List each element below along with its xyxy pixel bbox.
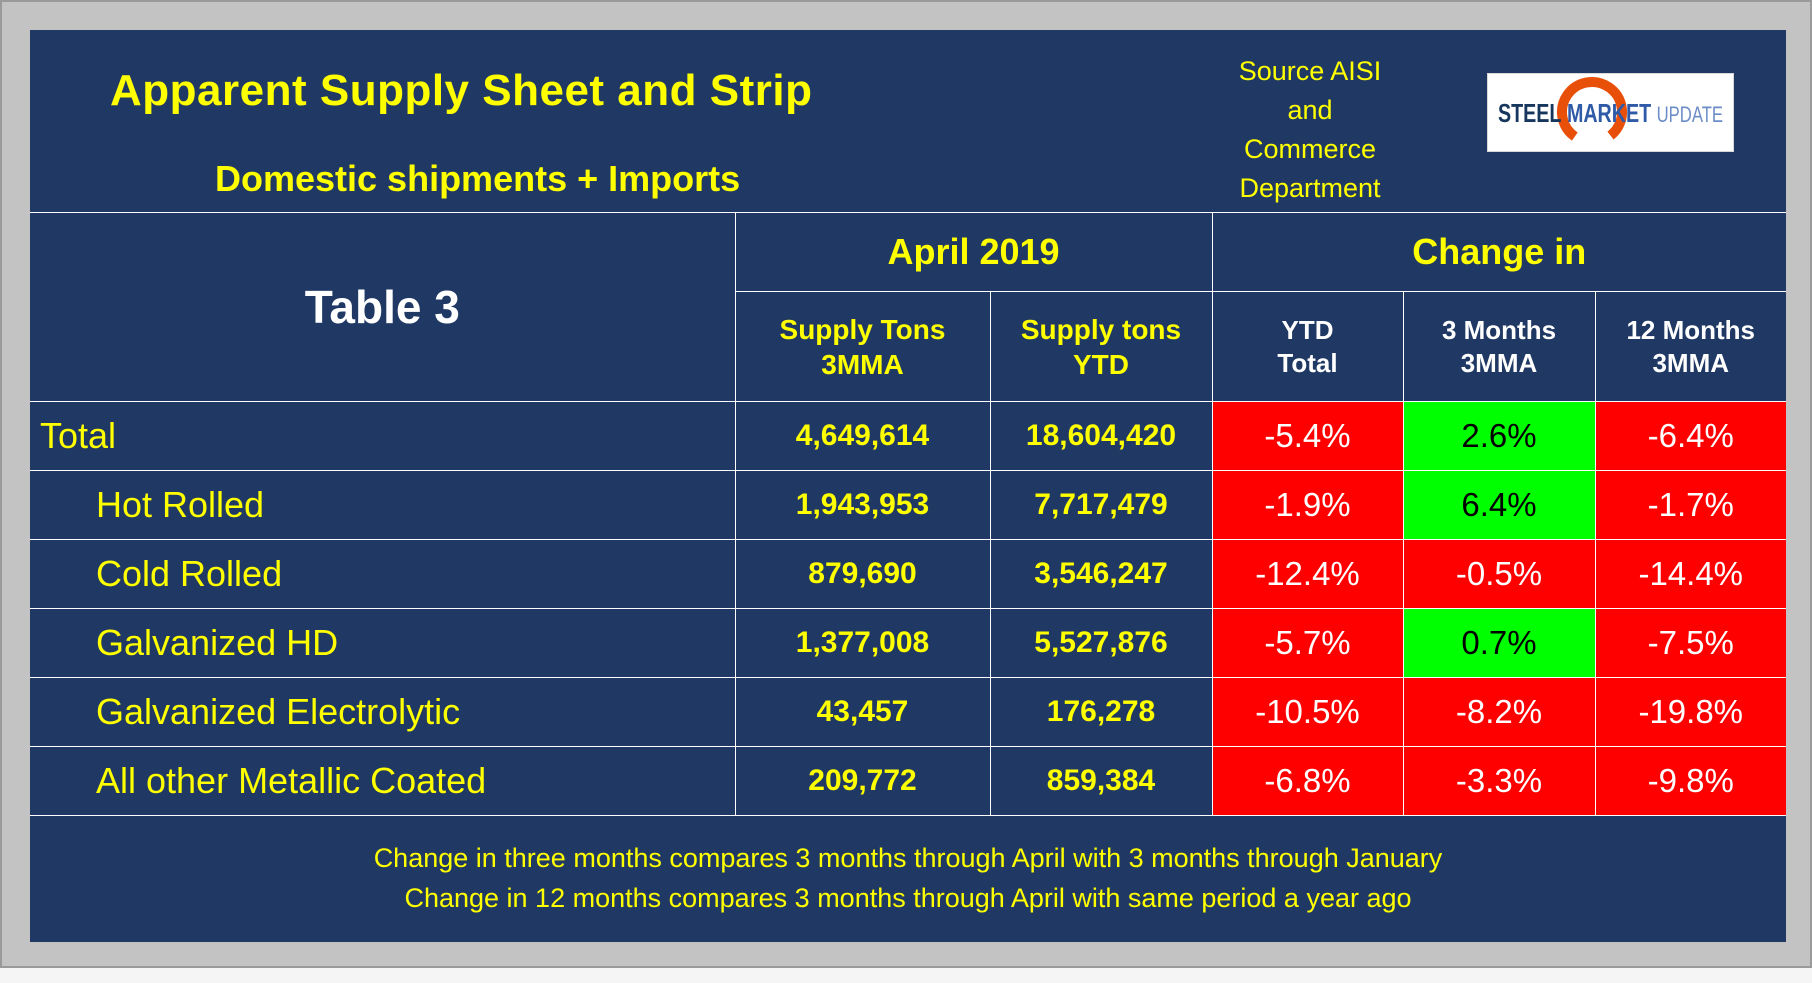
column-group-change-in: Change in: [1211, 212, 1786, 292]
supply-3mma-cell: 209,772: [734, 746, 991, 816]
slide-title: Apparent Supply Sheet and Strip: [110, 66, 813, 115]
footnote-line-2: Change in 12 months compares 3 months th…: [404, 883, 1412, 913]
table-row: Galvanized HD 1,377,008 5,527,876 -5.7% …: [30, 608, 1786, 678]
source-note-line: Department: [1239, 173, 1381, 203]
logo-text: STEEL MARKET UPDATE: [1498, 98, 1723, 128]
table-row: All other Metallic Coated 209,772 859,38…: [30, 746, 1786, 816]
change-3-months-cell: -0.5%: [1402, 539, 1596, 609]
change-3-months-cell: -3.3%: [1402, 746, 1596, 816]
supply-3mma-cell: 4,649,614: [734, 401, 991, 471]
supply-3mma-cell: 1,377,008: [734, 608, 991, 678]
row-label-cell: Cold Rolled: [30, 539, 736, 609]
change-12-months-cell: -7.5%: [1594, 608, 1786, 678]
footnote: Change in three months compares 3 months…: [30, 816, 1786, 943]
logo-word-update: UPDATE: [1657, 102, 1723, 127]
bottom-strip: [0, 968, 1812, 983]
change-3-months-cell: -8.2%: [1402, 677, 1596, 747]
logo-word-market: MARKET: [1567, 98, 1651, 128]
supply-3mma-cell: 879,690: [734, 539, 991, 609]
change-ytd-total-cell: -5.4%: [1211, 401, 1404, 471]
row-label-cell: Galvanized HD: [30, 608, 736, 678]
change-ytd-total-cell: -10.5%: [1211, 677, 1404, 747]
footnote-line-1: Change in three months compares 3 months…: [373, 843, 1443, 873]
change-12-months-cell: -19.8%: [1594, 677, 1786, 747]
change-12-months-cell: -9.8%: [1594, 746, 1786, 816]
change-3-months-cell: 2.6%: [1402, 401, 1596, 471]
table-row: Total 4,649,614 18,604,420 -5.4% 2.6% -6…: [30, 401, 1786, 471]
change-3-months-cell: 0.7%: [1402, 608, 1596, 678]
smu-logo-graphic: STEEL MARKET UPDATE: [1498, 77, 1723, 147]
column-header-supply-tons-ytd: Supply tons YTD: [989, 291, 1213, 402]
column-header-3-months-3mma: 3 Months 3MMA: [1402, 291, 1596, 402]
change-ytd-total-cell: -12.4%: [1211, 539, 1404, 609]
change-12-months-cell: -1.7%: [1594, 470, 1786, 540]
supply-3mma-cell: 43,457: [734, 677, 991, 747]
supply-ytd-cell: 18,604,420: [989, 401, 1213, 471]
row-label-cell: Total: [30, 401, 736, 471]
table-row: Galvanized Electrolytic 43,457 176,278 -…: [30, 677, 1786, 747]
source-note-line: Commerce: [1243, 134, 1377, 164]
slide-subtitle: Domestic shipments + Imports: [215, 158, 741, 199]
supply-ytd-cell: 7,717,479: [989, 470, 1213, 540]
logo-word-steel: STEEL: [1498, 98, 1562, 128]
table-corner-label: Table 3: [30, 212, 736, 402]
supply-ytd-cell: 859,384: [989, 746, 1213, 816]
change-12-months-cell: -6.4%: [1594, 401, 1786, 471]
change-ytd-total-cell: -1.9%: [1211, 470, 1404, 540]
source-note-line: Source AISI: [1238, 56, 1382, 86]
row-label-cell: Hot Rolled: [30, 470, 736, 540]
source-note: Source AISI and Commerce Department: [1160, 52, 1460, 208]
column-header-12-months-3mma: 12 Months 3MMA: [1594, 291, 1786, 402]
table-row: Hot Rolled 1,943,953 7,717,479 -1.9% 6.4…: [30, 470, 1786, 540]
supply-ytd-cell: 3,546,247: [989, 539, 1213, 609]
column-group-april-2019: April 2019: [734, 212, 1213, 292]
supply-3mma-cell: 1,943,953: [734, 470, 991, 540]
row-label-cell: Galvanized Electrolytic: [30, 677, 736, 747]
column-header-ytd-total: YTD Total: [1211, 291, 1404, 402]
source-note-line: and: [1287, 95, 1333, 125]
supply-ytd-cell: 5,527,876: [989, 608, 1213, 678]
column-header-supply-tons-3mma: Supply Tons 3MMA: [735, 291, 991, 402]
table-row: Cold Rolled 879,690 3,546,247 -12.4% -0.…: [30, 539, 1786, 609]
supply-ytd-cell: 176,278: [989, 677, 1213, 747]
change-ytd-total-cell: -5.7%: [1211, 608, 1404, 678]
table-body: Total 4,649,614 18,604,420 -5.4% 2.6% -6…: [30, 401, 1786, 816]
change-3-months-cell: 6.4%: [1402, 470, 1596, 540]
row-label-cell: All other Metallic Coated: [30, 746, 736, 816]
smu-logo: STEEL MARKET UPDATE: [1487, 73, 1734, 152]
change-ytd-total-cell: -6.8%: [1211, 746, 1404, 816]
change-12-months-cell: -14.4%: [1594, 539, 1786, 609]
supply-table: Table 3 April 2019 Change in Supply Tons…: [30, 212, 1786, 816]
slide: Apparent Supply Sheet and Strip Domestic…: [30, 30, 1786, 942]
header-band: Apparent Supply Sheet and Strip Domestic…: [30, 30, 1786, 212]
